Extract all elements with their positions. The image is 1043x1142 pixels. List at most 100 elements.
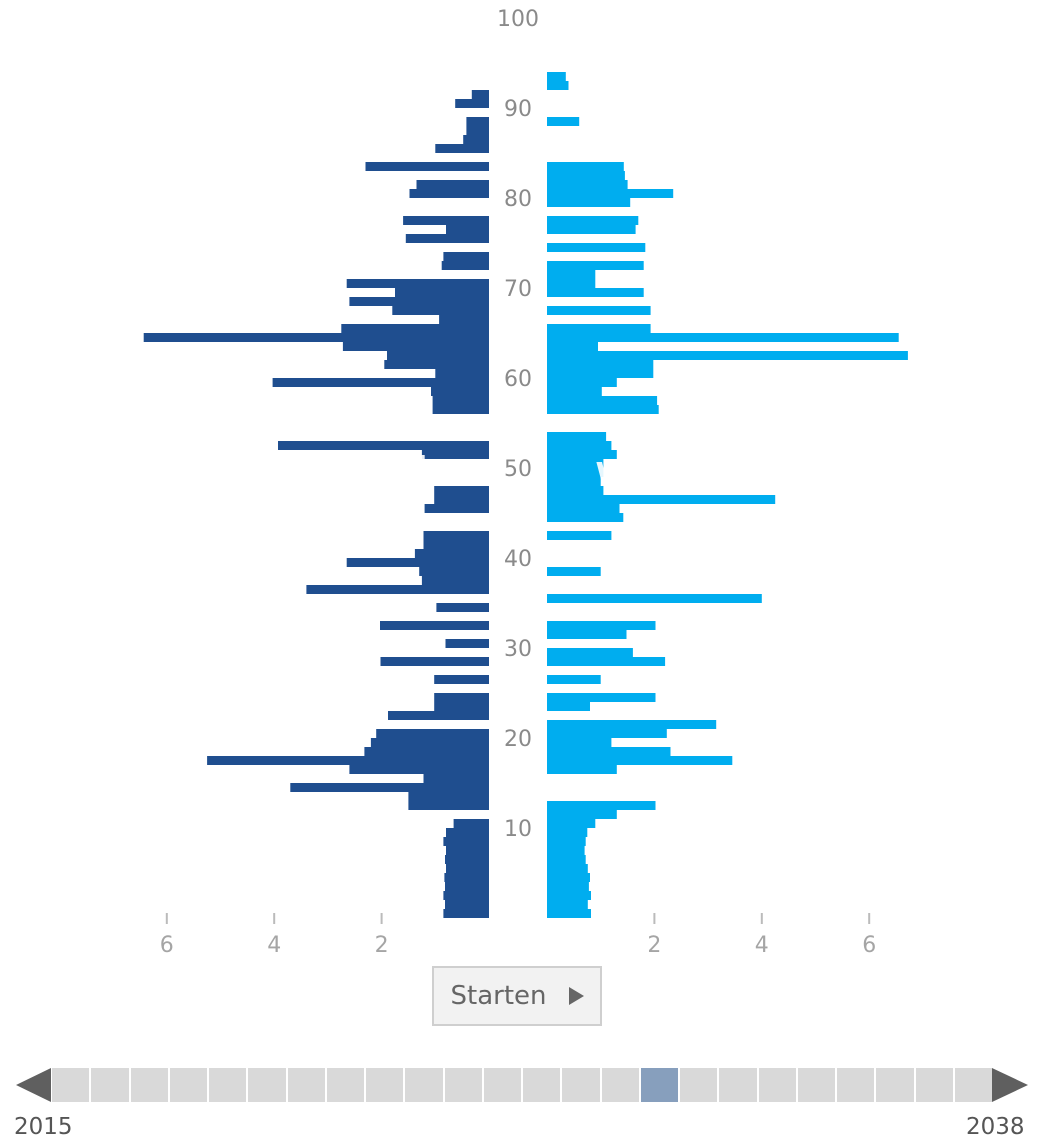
male-bar-age-64 [143,333,489,342]
female-bar-age-49 [547,468,604,477]
female-bar-age-56 [547,405,659,414]
male-bar-age-66 [439,315,489,324]
female-bar-age-58 [547,387,602,396]
female-bar-age-53 [547,432,607,441]
male-bar-age-28 [380,657,489,666]
age-tick-label-0: 10 [504,817,532,842]
female-bar-age-46 [547,495,776,504]
age-tick-label-8: 90 [504,97,532,122]
arrow-right-icon[interactable] [992,1068,1028,1102]
female-bar-age-59 [547,378,617,387]
female-bar-age-12 [547,801,656,810]
male-bar-age-73 [443,252,489,261]
male-bar-age-77 [403,216,489,225]
female-bar-age-71 [547,270,596,279]
female-bar-age-23 [547,702,590,711]
male-bar-age-32 [380,621,489,630]
male-bar-age-16 [349,765,489,774]
timeline-segment-6[interactable] [287,1068,325,1102]
value-axis: 6 6 4 4 2 2 [160,913,876,958]
female-bars [547,72,908,918]
timeline-segment-23[interactable] [954,1068,992,1102]
timeline-segment-18[interactable] [758,1068,796,1102]
male-bar-age-42 [423,531,489,540]
male-bar-age-56 [432,405,489,414]
male-bar-age-85 [435,144,489,153]
timeline-track[interactable] [52,1068,992,1102]
female-bar-age-80 [547,189,674,198]
female-bar-age-93 [547,72,566,81]
timeline-segment-17[interactable] [719,1068,757,1102]
timeline-segment-14[interactable] [601,1068,639,1102]
male-bar-age-68 [349,297,489,306]
timeline-segment-12[interactable] [523,1068,561,1102]
male-bar-age-10 [453,819,489,828]
timeline-segment-1[interactable] [91,1068,129,1102]
male-bar-age-51 [421,450,489,459]
start-button-label: Starten [450,981,547,1011]
male-bar-age-57 [432,396,489,405]
male-bar-age-91 [471,90,489,99]
female-bar-age-18 [547,747,671,756]
female-bar-age-81 [547,180,628,189]
male-bar-age-70 [346,279,489,288]
male-bar-age-63 [342,342,489,351]
female-bar-age-70 [547,279,596,288]
play-icon [568,987,584,1005]
male-bar-age-13 [408,792,489,801]
female-bar-age-20 [547,729,667,738]
male-label: männlich [270,449,439,488]
male-bar-age-22 [388,711,489,720]
male-bar-age-18 [364,747,489,756]
age-tick-label-2: 30 [504,637,532,662]
timeline-segment-21[interactable] [876,1068,914,1102]
timeline-segment-0[interactable] [52,1068,90,1102]
arrow-left-icon[interactable] [16,1068,51,1102]
timeline-segment-2[interactable] [130,1068,168,1102]
male-bar-age-24 [434,693,489,702]
female-bar-age-7 [547,846,585,855]
female-bar-age-6 [547,855,586,864]
age-tick-label-6: 70 [504,277,532,302]
timeline-segment-16[interactable] [680,1068,718,1102]
male-bar-age-75 [405,234,489,243]
female-bar-age-42 [547,531,612,540]
timeline-segment-19[interactable] [797,1068,835,1102]
female-bar-age-3 [547,882,589,891]
male-bar-age-30 [445,639,489,648]
male-bars [143,90,489,918]
male-bar-age-6 [445,855,489,864]
male-bar-age-61 [384,360,489,369]
male-bar-age-38 [419,567,489,576]
timeline-segment-10[interactable] [444,1068,482,1102]
timeline-segment-7[interactable] [326,1068,364,1102]
female-bar-age-64 [547,333,899,342]
male-bar-age-76 [446,225,489,234]
age-tick-label-1: 20 [504,727,532,752]
timeline-segment-9[interactable] [405,1068,443,1102]
timeline-segment-4[interactable] [209,1068,247,1102]
male-bar-age-67 [392,306,489,315]
male-bar-age-58 [431,387,489,396]
timeline-segment-22[interactable] [915,1068,953,1102]
timeline-segment-13[interactable] [562,1068,600,1102]
timeline-segment-20[interactable] [837,1068,875,1102]
female-bar-age-21 [547,720,717,729]
male-bar-age-52 [278,441,489,450]
timeline-segment-5[interactable] [248,1068,286,1102]
age-tick-label-7: 80 [504,187,532,212]
timeline-segment-11[interactable] [483,1068,521,1102]
start-button[interactable]: Starten [432,966,602,1026]
female-bar-age-79 [547,198,631,207]
female-bar-age-11 [547,810,617,819]
female-bar-age-77 [547,216,639,225]
timeline-segment-8[interactable] [366,1068,404,1102]
timeline-segment-15[interactable] [640,1068,678,1102]
female-bar-age-72 [547,261,644,270]
male-bar-age-37 [421,576,489,585]
female-bar-age-28 [547,657,666,666]
timeline-segment-3[interactable] [169,1068,207,1102]
female-bar-age-1 [547,900,588,909]
female-bar-age-74 [547,243,646,252]
female-bar-age-63 [547,342,598,351]
